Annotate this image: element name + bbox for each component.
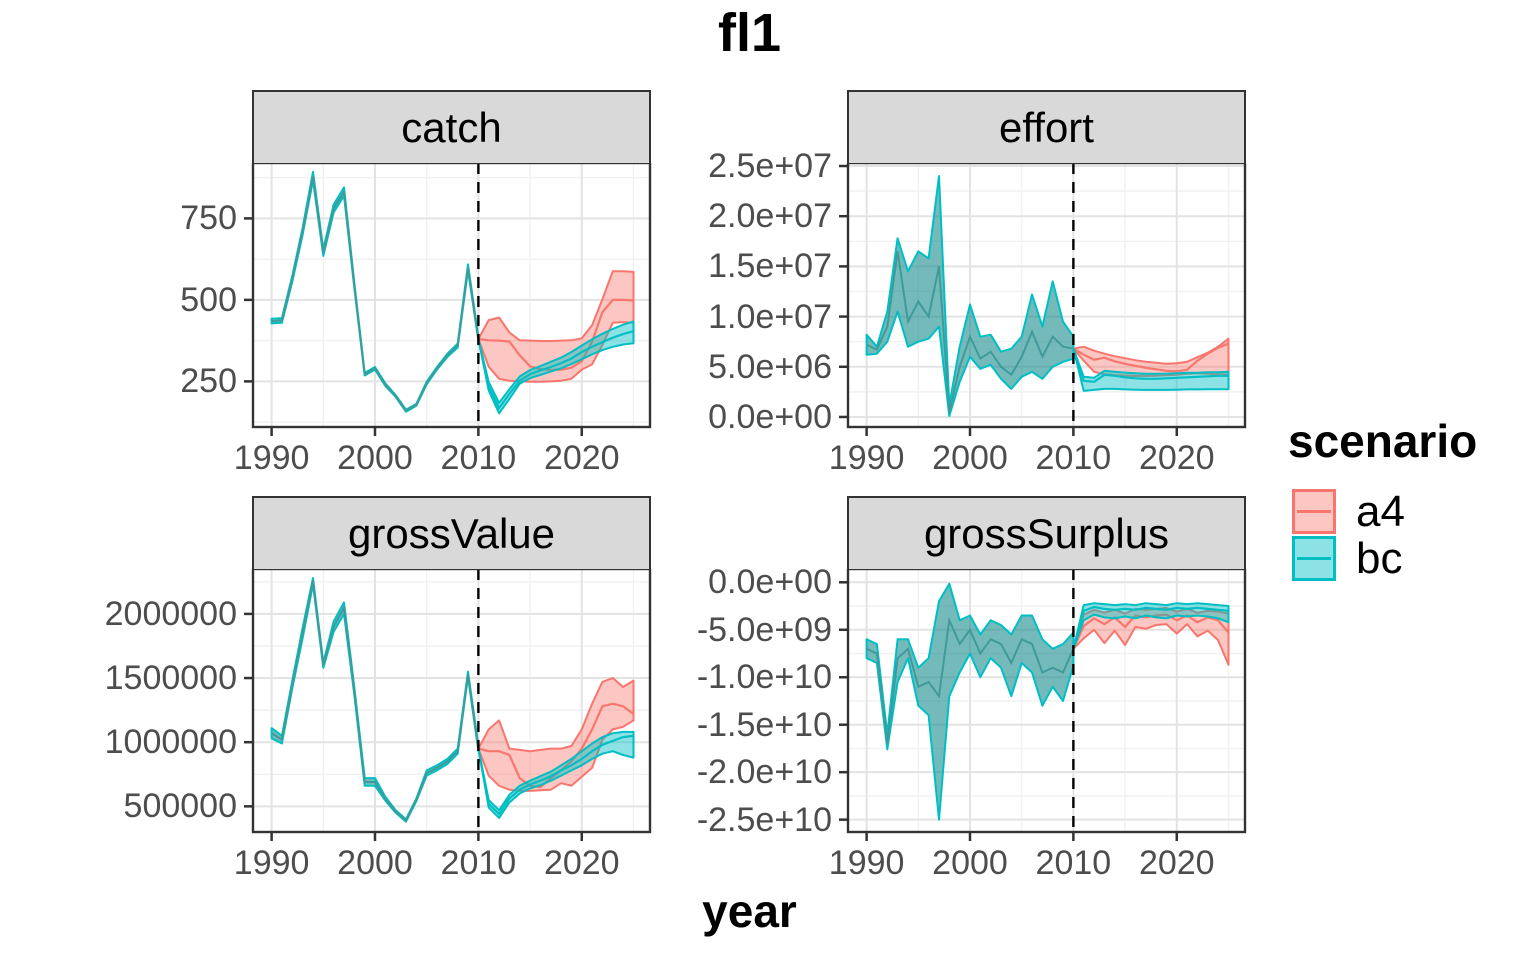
x-tick-label: 2020	[543, 844, 620, 882]
y-tick-label: 2.0e+07	[708, 197, 832, 236]
y-tick-label: 1.0e+07	[708, 297, 832, 336]
plot-svg-grossSurplus	[839, 569, 1247, 841]
y-tick-label: 1500000	[104, 659, 237, 698]
x-tick-label: 1990	[828, 439, 905, 477]
y-axis-grossSurplus: 0.0e+00 -5.0e+09 -1.0e+10 -1.5e+10 -2.0e+10 -…	[608, 563, 832, 844]
plot-svg-effort	[839, 163, 1247, 436]
x-tick-label: 2010	[440, 844, 517, 882]
facet-strip-effort: effort	[847, 90, 1246, 165]
x-tick-label: 2000	[337, 439, 413, 477]
x-axis-effort: 1990 2000 2010 2020	[829, 437, 1245, 483]
x-tick-label: 2020	[543, 439, 620, 477]
legend-key-a4-line	[1297, 509, 1331, 513]
y-axis-catch: 250 500 750	[13, 163, 237, 439]
x-tick-label: 2000	[932, 439, 1008, 477]
y-tick-label: -2.0e+10	[696, 753, 832, 792]
legend-key-a4	[1292, 489, 1336, 534]
x-tick-label: 1990	[233, 844, 310, 882]
x-axis-title: year	[702, 885, 797, 937]
plot-svg-catch	[244, 163, 652, 436]
x-tick-label: 2010	[440, 439, 517, 477]
x-axis-catch: 1990 2000 2010 2020	[234, 437, 650, 483]
y-tick-label: 2000000	[104, 594, 237, 633]
x-tick-label: 1990	[828, 844, 905, 882]
y-tick-label: -2.5e+10	[696, 800, 832, 839]
legend-label-a4: a4	[1356, 487, 1405, 536]
x-tick-label: 2010	[1035, 439, 1112, 477]
facet-strip-grossValue: grossValue	[252, 496, 651, 571]
y-tick-label: -5.0e+09	[696, 610, 832, 649]
y-axis-effort: 0.0e+00 5.0e+06 1.0e+07 1.5e+07 2.0e+07 2.5e+…	[608, 147, 832, 439]
x-tick-label: 2000	[932, 844, 1008, 882]
legend-label-bc: bc	[1356, 534, 1403, 583]
figure-title: fl1	[717, 3, 782, 63]
y-tick-label: 500	[180, 280, 237, 319]
y-tick-label: 500000	[123, 787, 237, 826]
legend-key-bc-line	[1297, 556, 1331, 560]
y-tick-label: 5.0e+06	[708, 347, 832, 386]
y-tick-label: 1000000	[104, 723, 237, 762]
x-tick-label: 2010	[1035, 844, 1112, 882]
legend-title: scenario	[1288, 415, 1478, 467]
y-tick-label: 250	[180, 362, 237, 401]
facet-strip-grossSurplus: grossSurplus	[847, 496, 1246, 571]
y-tick-label: 750	[180, 199, 237, 238]
x-tick-label: 2000	[337, 844, 413, 882]
x-tick-label: 2020	[1138, 439, 1215, 477]
y-axis-grossValue: 500000 1000000 1500000 2000000	[13, 569, 237, 844]
y-tick-label: 2.5e+07	[708, 147, 832, 186]
y-tick-label: 0.0e+00	[708, 563, 832, 602]
y-tick-label: -1.5e+10	[696, 705, 832, 744]
plot-svg-grossValue	[244, 569, 652, 841]
y-tick-label: 1.5e+07	[708, 247, 832, 286]
legend-key-bc	[1292, 536, 1336, 581]
y-tick-label: 0.0e+00	[708, 397, 832, 436]
x-axis-grossValue: 1990 2000 2010 2020	[234, 842, 650, 888]
x-axis-grossSurplus: 1990 2000 2010 2020	[829, 842, 1245, 888]
x-tick-label: 1990	[233, 439, 310, 477]
x-tick-label: 2020	[1138, 844, 1215, 882]
facet-strip-catch: catch	[252, 90, 651, 165]
y-tick-label: -1.0e+10	[696, 658, 832, 697]
